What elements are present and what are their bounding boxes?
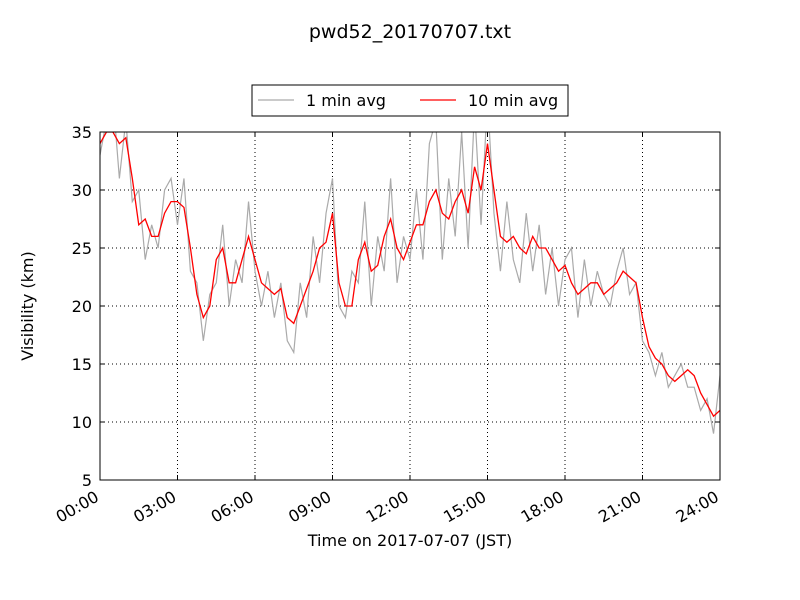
y-tick-label: 30: [72, 181, 92, 200]
chart-title: pwd52_20170707.txt: [309, 21, 511, 43]
plot-lines: [100, 132, 720, 434]
series-line: [100, 132, 720, 418]
y-tick-label: 35: [72, 123, 92, 142]
y-tick-label: 25: [72, 239, 92, 258]
y-tick-label: 10: [72, 413, 92, 432]
y-axis-label: Visibility (km): [18, 251, 37, 360]
series-line: [100, 132, 720, 434]
legend-label: 10 min avg: [468, 91, 558, 110]
y-tick-label: 15: [72, 355, 92, 374]
legend-label: 1 min avg: [306, 91, 386, 110]
x-axis-label: Time on 2017-07-07 (JST): [307, 531, 512, 550]
y-tick-label: 5: [82, 471, 92, 490]
legend-box: [251, 84, 569, 117]
y-tick-label: 20: [72, 297, 92, 316]
legend: 1 min avg 10 min avg: [251, 84, 569, 117]
